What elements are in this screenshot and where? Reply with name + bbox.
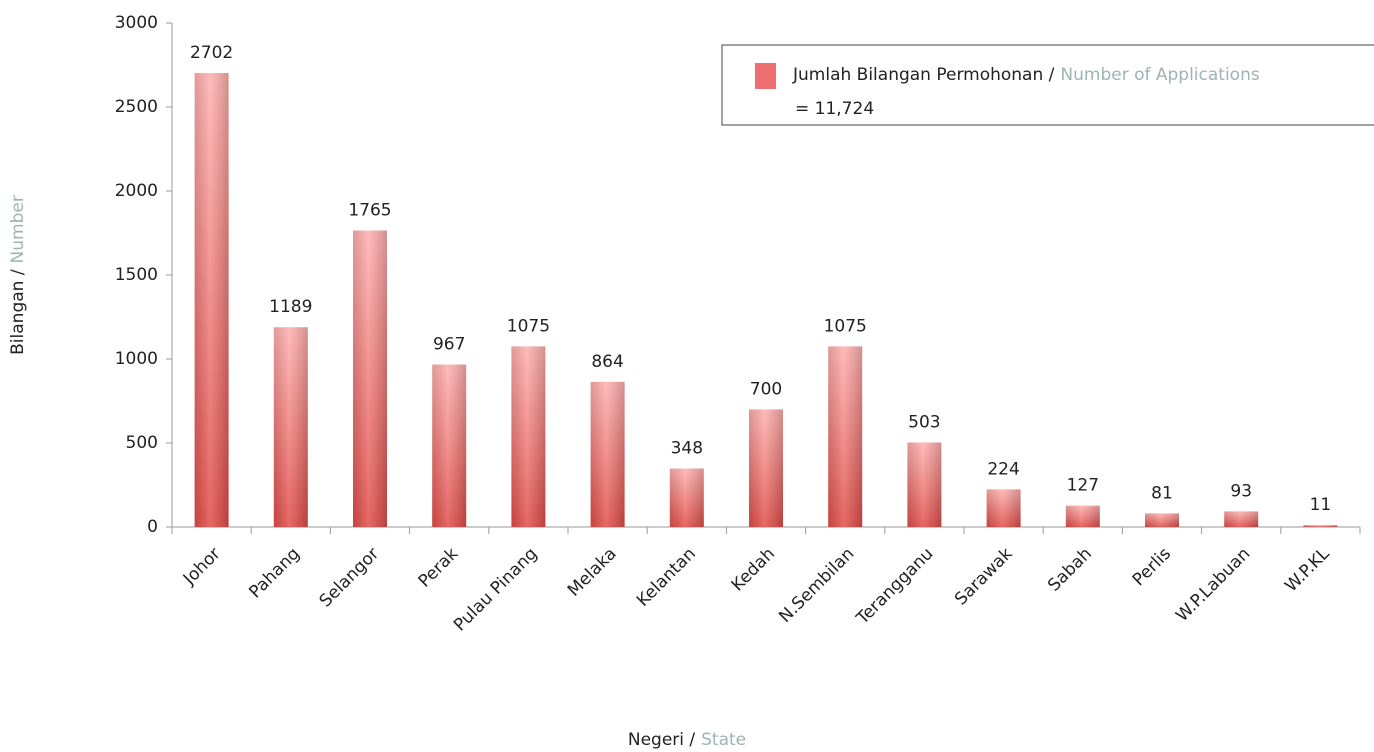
x-tick-label: Selangor — [316, 544, 383, 611]
y-title-malay: Bilangan / — [8, 269, 28, 355]
data-label: 348 — [671, 439, 703, 459]
bar-shade — [828, 346, 863, 527]
y-tick-label: 3000 — [115, 13, 158, 33]
legend-malay: Jumlah Bilangan Permohonan / — [792, 65, 1055, 85]
bar-shade — [194, 73, 229, 528]
x-tick-label: Kedah — [728, 544, 779, 595]
y-title-english: Number — [8, 195, 28, 263]
bar-shade — [669, 468, 704, 527]
bar-shade — [353, 230, 387, 528]
x-tick-label: Sarawak — [951, 544, 1017, 610]
data-label: 11 — [1310, 495, 1332, 515]
x-tick-label: Pahang — [245, 544, 303, 602]
legend-label: Jumlah Bilangan Permohonan / Number of Ap… — [792, 65, 1260, 85]
x-tick-label: Johor — [179, 544, 225, 590]
legend-english: Number of Applications — [1060, 65, 1259, 85]
x-tick-label: Perlis — [1129, 544, 1175, 590]
legend-swatch — [755, 63, 776, 89]
data-label: 503 — [908, 412, 940, 432]
x-tick-label: N.Sembilan — [775, 544, 858, 627]
data-label: 224 — [987, 459, 1019, 479]
data-label: 1075 — [824, 316, 867, 336]
bar-shade — [511, 346, 546, 527]
bar-shade — [749, 409, 783, 527]
y-tick-label: 500 — [126, 433, 158, 453]
bar-shade — [590, 381, 625, 527]
x-tick-label: Melaka — [564, 544, 621, 601]
legend-box — [721, 44, 1374, 126]
y-tick-label: 2500 — [115, 97, 158, 117]
y-tick-label: 1500 — [115, 265, 158, 285]
legend-note: = 11,724 — [795, 99, 874, 119]
bar-shade — [273, 327, 308, 527]
data-label: 81 — [1151, 483, 1173, 503]
x-axis-title: Negeri / State — [628, 730, 746, 750]
bar-shade — [907, 442, 942, 527]
bar-shade — [1224, 511, 1259, 527]
x-tick-label: Terangganu — [852, 544, 937, 629]
x-tick-label: W.P.Labuan — [1172, 544, 1254, 626]
y-axis-title: Bilangan / Number — [8, 195, 28, 355]
data-label: 2702 — [190, 43, 233, 63]
bar-shade — [432, 364, 467, 527]
y-tick-label: 1000 — [115, 349, 158, 369]
y-tick-label: 2000 — [115, 181, 158, 201]
bar-shade — [986, 489, 1021, 527]
x-tick-label: W.P.KL — [1281, 544, 1334, 597]
x-tick-label: Perak — [415, 544, 463, 592]
y-tick-label: 0 — [147, 517, 158, 537]
data-label: 127 — [1067, 476, 1099, 496]
data-label: 1189 — [269, 297, 312, 317]
data-label: 1075 — [507, 316, 550, 336]
x-title-malay: Negeri / — [628, 730, 696, 750]
x-tick-label: Pulau Pinang — [450, 544, 542, 636]
bar-shade — [1065, 505, 1100, 527]
bar-shade — [1145, 513, 1179, 527]
data-label: 864 — [591, 352, 623, 372]
x-title-english: State — [701, 730, 746, 750]
data-label: 93 — [1230, 481, 1252, 501]
data-label: 967 — [433, 335, 465, 355]
x-tick-label: Sabah — [1044, 544, 1096, 596]
bar-shade — [1303, 525, 1338, 527]
data-label: 1765 — [348, 200, 391, 220]
data-label: 700 — [750, 379, 782, 399]
x-tick-label: Kelantan — [633, 544, 700, 611]
